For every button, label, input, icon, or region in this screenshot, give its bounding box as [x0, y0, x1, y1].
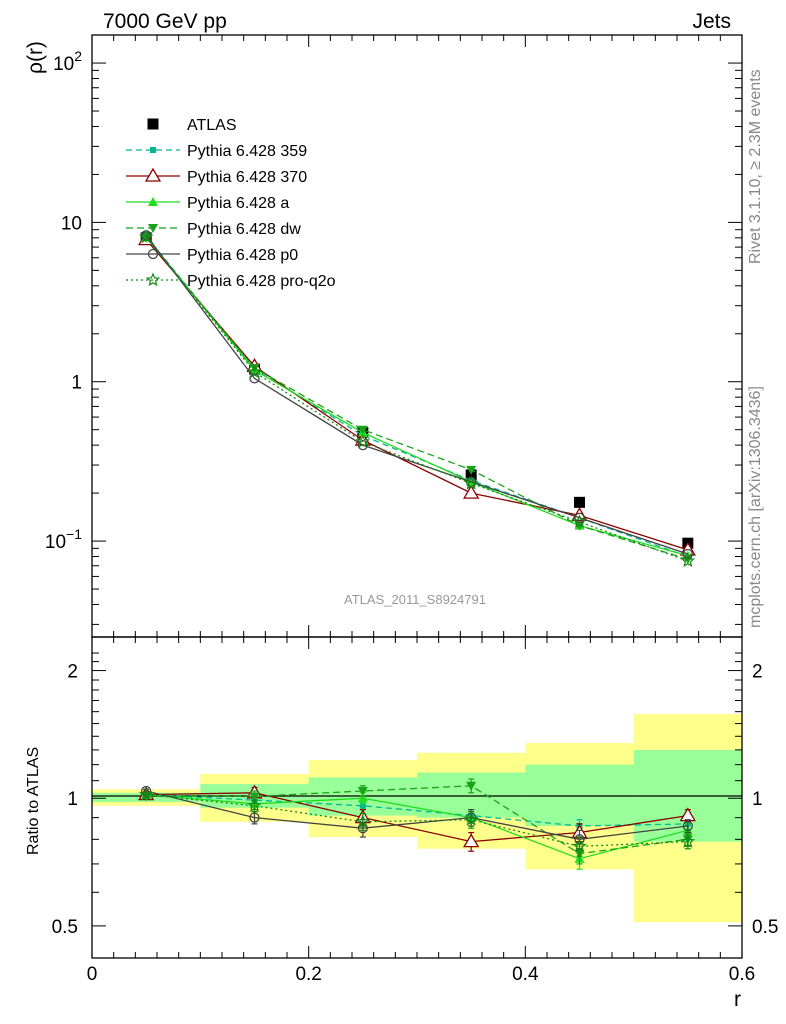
ratio-series-pq2o	[139, 787, 695, 857]
ratio-line-p370	[146, 792, 688, 843]
legend-label-pa: Pythia 6.428 a	[187, 195, 289, 212]
point-pdw-3	[466, 465, 477, 475]
band-green-4	[525, 764, 634, 827]
x-tick-label-2: 0.4	[512, 964, 539, 985]
legend-item-pdw: Pythia 6.428 dw	[126, 221, 301, 238]
legend-marker-p370	[144, 167, 162, 182]
x-tick-label-3: 0.6	[729, 964, 755, 985]
ratio-series-group	[138, 778, 696, 870]
ratio-point-pdw-1	[249, 792, 260, 802]
x-tick-label-1: 0.2	[295, 964, 321, 985]
ratio-line-pp0	[146, 790, 688, 840]
main-y-tick-label-0: 102	[53, 48, 82, 75]
main-y-tick-label-1: 10	[61, 213, 82, 234]
ratio-line-p359	[146, 793, 688, 827]
point-pdw-0	[141, 233, 152, 243]
series-line-p359	[145, 235, 689, 558]
point-pq2o-3	[464, 475, 479, 490]
series-line-pp0	[145, 234, 689, 555]
legend-item-p370: Pythia 6.428 370	[126, 167, 307, 186]
point-pp0-5	[682, 548, 693, 560]
point-pp0-4	[574, 512, 585, 523]
x-axis-title: r	[734, 988, 741, 1011]
legend-label-pp0: Pythia 6.428 p0	[187, 247, 298, 264]
main-y-tick-label-2: 1	[71, 373, 82, 394]
legend-marker-pp0	[147, 248, 159, 260]
point-pdw-2	[357, 425, 368, 435]
series-line-p370	[145, 239, 688, 551]
point-pdw-1	[249, 363, 260, 373]
ratio-y-axis-title: Ratio to ATLAS	[25, 747, 42, 855]
ratio-y-tick-label-left-1: 1	[67, 789, 78, 810]
rivet-label: Rivet 3.1.10, ≥ 2.3M events	[747, 69, 764, 264]
series-line-pdw	[145, 237, 688, 560]
ratio-point-p359-2	[359, 802, 366, 809]
ratio-uncertainty-bands	[92, 713, 742, 923]
ratio-point-pp0-1	[249, 812, 260, 823]
legend-item-p359: Pythia 6.428 359	[126, 143, 307, 160]
main-series-group	[138, 229, 696, 568]
ratio-point-pdw-3	[466, 781, 477, 791]
x-tick-label-0: 0	[87, 964, 98, 985]
legend-label-pq2o: Pythia 6.428 pro-q2o	[187, 273, 336, 290]
ratio-y-tick-label-right-1: 1	[752, 789, 763, 810]
legend-item-pq2o: Pythia 6.428 pro-q2o	[126, 272, 336, 290]
legend-item-pp0: Pythia 6.428 p0	[126, 247, 298, 264]
legend-label-p359: Pythia 6.428 359	[187, 143, 307, 160]
point-pq2o-2	[355, 434, 370, 448]
main-y-tick-label-3: 10−1	[45, 526, 82, 553]
legend-marker-p359	[150, 147, 156, 153]
ratio-line-pdw	[146, 785, 688, 855]
point-atlas-4	[574, 496, 585, 508]
legend-marker-pdw	[148, 224, 158, 233]
point-pq2o-4	[572, 514, 587, 528]
ratio-y-tick-label-left-0: 2	[67, 662, 78, 683]
ratio-point-pq2o-1	[247, 798, 262, 812]
point-pp0-1	[249, 373, 260, 384]
legend-marker-atlas	[147, 118, 159, 130]
point-p370-3	[463, 484, 480, 499]
ratio-point-pq2o-0	[139, 787, 154, 801]
legend: ATLAS Pythia 6.428 359 Pythia 6.428 370 Pyt…	[126, 117, 336, 290]
point-pq2o-5	[680, 553, 695, 568]
point-pp0-2	[357, 439, 368, 451]
legend-marker-pq2o	[145, 272, 161, 287]
header-right: Jets	[692, 10, 731, 33]
ratio-line-pq2o	[146, 793, 688, 848]
ratio-point-pq2o-5	[680, 834, 695, 848]
ratio-point-pq2o-4	[572, 838, 587, 853]
header-left: 7000 GeV pp	[103, 10, 227, 33]
legend-label-atlas: ATLAS	[187, 117, 237, 134]
point-pq2o-0	[139, 229, 154, 244]
ratio-y-tick-label-right-0: 2	[752, 662, 763, 683]
ratio-point-pq2o-2	[355, 814, 370, 828]
legend-label-pdw: Pythia 6.428 dw	[187, 221, 301, 238]
legend-item-atlas: ATLAS	[147, 117, 237, 134]
analysis-watermark: ATLAS_2011_S8924791	[344, 592, 486, 607]
ratio-point-pq2o-3	[464, 812, 479, 826]
ratio-point-pa-2	[357, 793, 368, 803]
axes-group: 0 0.2 0.4 0.6 102 10 1 10−1 2 2 1 1 0.5 0.5	[45, 34, 778, 985]
ratio-y-tick-label-right-2: 0.5	[752, 917, 778, 938]
mcplots-label: mcplots.cern.ch [arXiv:1306.3436]	[747, 386, 764, 628]
ratio-y-tick-label-left-2: 0.5	[52, 917, 78, 938]
ratio-point-pp0-5	[682, 820, 693, 832]
legend-item-pa: Pythia 6.428 a	[126, 195, 289, 212]
legend-marker-pa	[148, 197, 158, 206]
series-pq2o	[139, 229, 695, 568]
point-atlas-3	[465, 469, 477, 481]
ratio-line-pa	[146, 793, 688, 860]
main-y-axis-title: ρ(r)	[24, 41, 47, 74]
point-pq2o-1	[247, 364, 262, 379]
ratio-point-pdw-2	[357, 787, 368, 797]
ratio-point-p370-3	[463, 833, 480, 848]
legend-label-p370: Pythia 6.428 370	[187, 169, 307, 186]
